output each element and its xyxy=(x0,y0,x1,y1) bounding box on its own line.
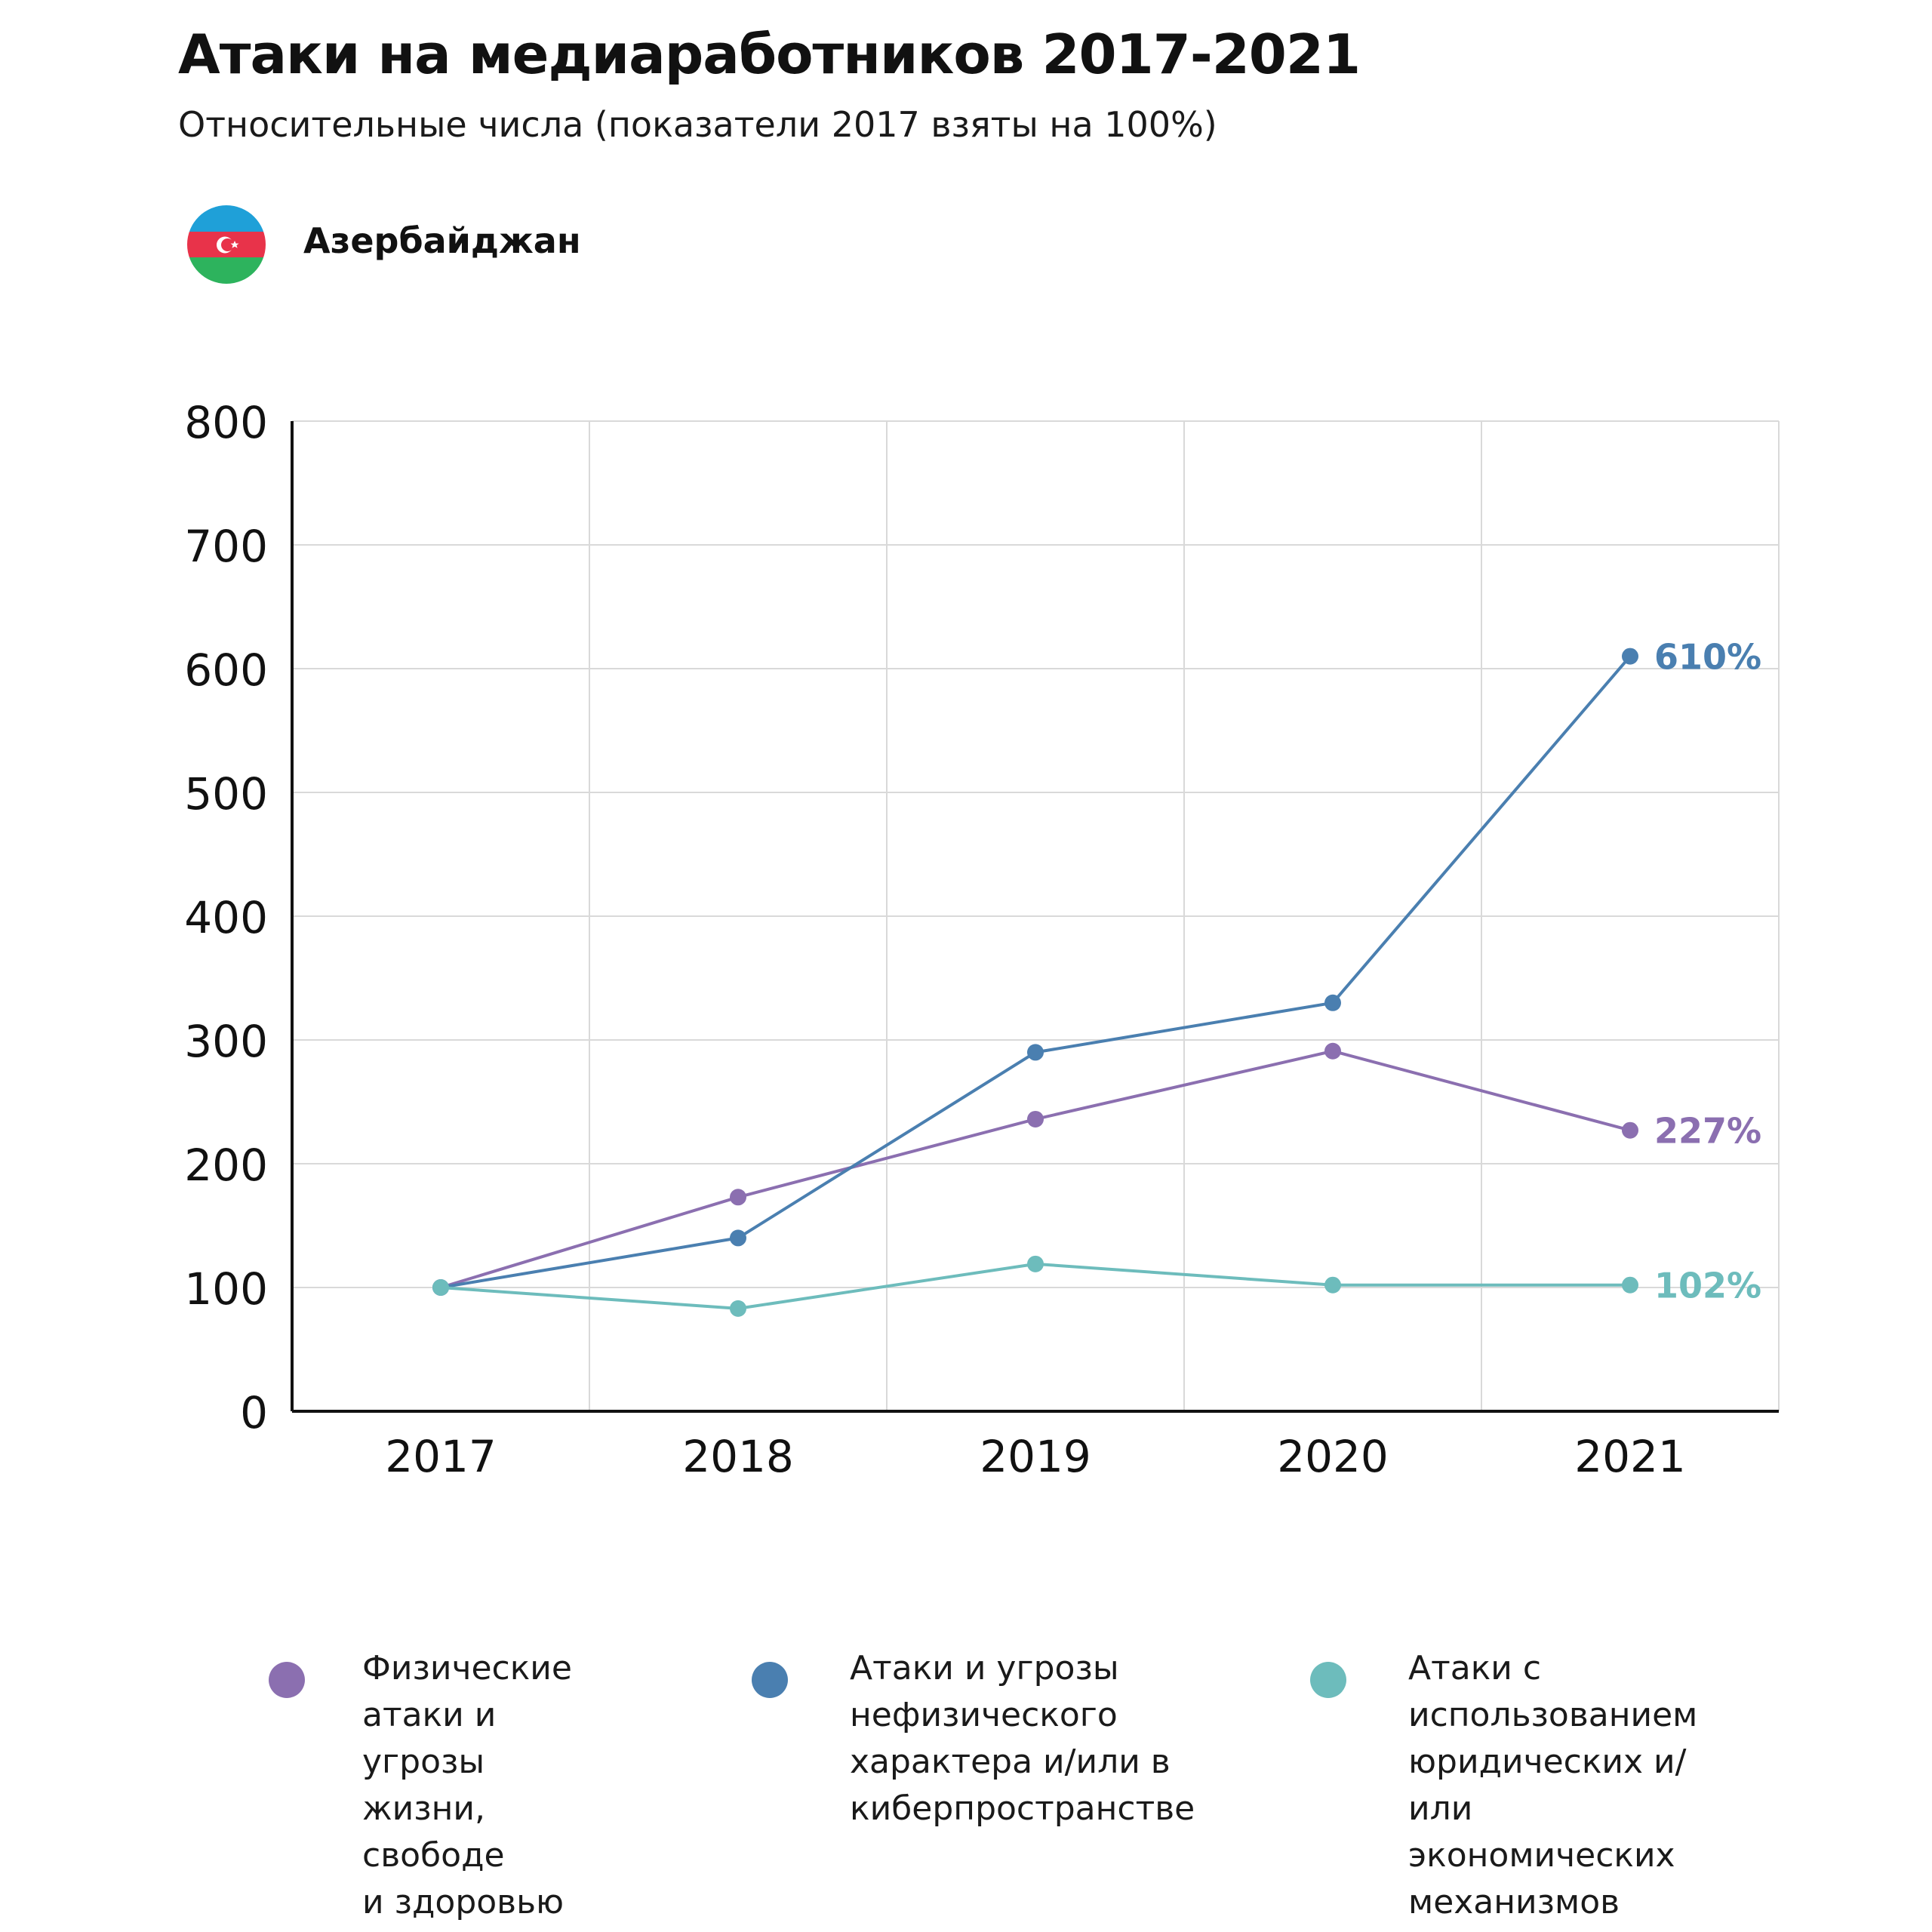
legend-marker xyxy=(269,1662,305,1698)
y-tick-label: 100 xyxy=(184,1263,268,1315)
y-tick-label: 300 xyxy=(184,1016,268,1067)
legend-marker xyxy=(752,1662,788,1698)
legend-label: Атаки с использованием юридических и/или… xyxy=(1408,1649,1698,1921)
y-tick-label: 700 xyxy=(184,521,268,572)
legend-marker xyxy=(1310,1662,1346,1698)
data-point xyxy=(1027,1044,1044,1061)
line-chart: 0 100 200 300 400 500 600 700 800 2017 2018 2019 202… xyxy=(184,397,1780,1482)
y-tick-label: 500 xyxy=(184,768,268,820)
x-tick-label: 2018 xyxy=(682,1431,794,1482)
series-line-2 xyxy=(440,655,1632,1289)
series-end-label: 102% xyxy=(1654,1266,1761,1306)
series-line-1 xyxy=(440,1049,1631,1289)
chart-title: Атаки на медиаработников 2017-2021 xyxy=(178,23,1361,86)
y-tick-label: 400 xyxy=(184,892,268,943)
series-end-label: 610% xyxy=(1654,637,1761,678)
data-point xyxy=(730,1229,746,1247)
country-label: Азербайджан xyxy=(303,220,581,261)
azerbaijan-flag-icon xyxy=(187,205,266,284)
data-point xyxy=(1324,1042,1341,1060)
x-tick-label: 2020 xyxy=(1277,1431,1389,1482)
y-tick-label: 800 xyxy=(184,397,268,448)
x-tick-label: 2019 xyxy=(980,1431,1091,1482)
data-point xyxy=(432,1279,449,1296)
data-point xyxy=(1622,1276,1638,1294)
data-point xyxy=(1324,994,1341,1011)
data-point xyxy=(1324,1276,1341,1294)
y-tick-label: 600 xyxy=(184,645,268,696)
chart-subtitle: Относительные числа (показатели 2017 взя… xyxy=(178,104,1217,145)
legend-label: Физические атаки и угрозы жизни, свободе… xyxy=(362,1649,572,1921)
data-point xyxy=(730,1189,746,1206)
data-point xyxy=(730,1300,746,1317)
x-tick-label: 2021 xyxy=(1574,1431,1686,1482)
y-tick-label: 0 xyxy=(240,1387,268,1438)
legend-label: Атаки и угрозы нефизического характера и… xyxy=(850,1649,1195,1828)
data-point xyxy=(1027,1255,1044,1272)
data-point xyxy=(1622,648,1638,665)
y-tick-label: 200 xyxy=(184,1140,268,1191)
x-tick-label: 2017 xyxy=(385,1431,497,1482)
data-point xyxy=(1622,1121,1638,1139)
series-end-label: 227% xyxy=(1654,1111,1761,1152)
data-point xyxy=(1027,1110,1044,1128)
